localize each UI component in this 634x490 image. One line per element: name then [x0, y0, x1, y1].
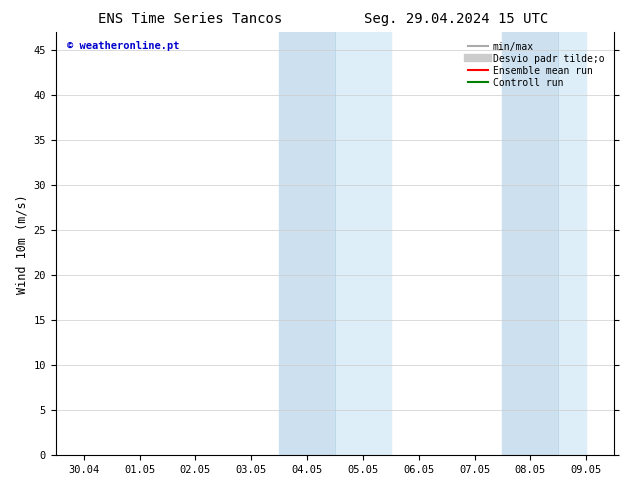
Bar — [279, 32, 335, 455]
Bar — [503, 32, 559, 455]
Bar — [335, 32, 391, 455]
Text: © weatheronline.pt: © weatheronline.pt — [67, 41, 179, 50]
Legend: min/max, Desvio padr tilde;o, Ensemble mean run, Controll run: min/max, Desvio padr tilde;o, Ensemble m… — [463, 37, 609, 93]
Text: ENS Time Series Tancos: ENS Time Series Tancos — [98, 12, 282, 26]
Text: Seg. 29.04.2024 15 UTC: Seg. 29.04.2024 15 UTC — [365, 12, 548, 26]
Y-axis label: Wind 10m (m/s): Wind 10m (m/s) — [15, 194, 28, 294]
Bar — [559, 32, 586, 455]
